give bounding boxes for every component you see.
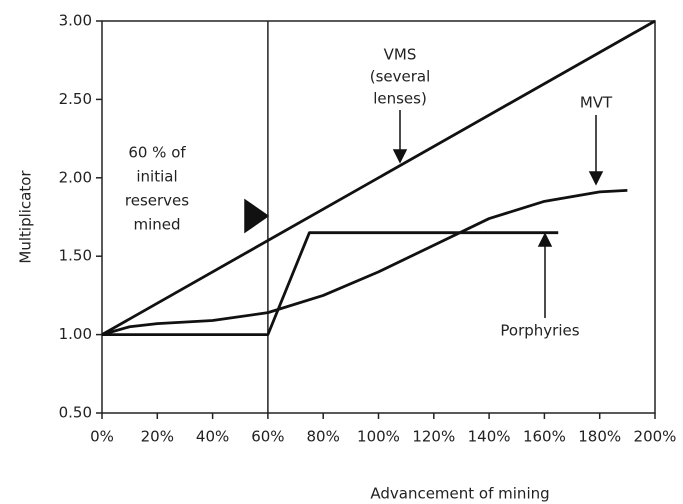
marker-triangle [244,198,270,234]
y-tick-label: 1.50 [59,247,92,265]
x-tick-label: 80% [307,428,340,446]
x-tick-label: 200% [634,428,677,446]
x-tick-label: 180% [578,428,621,446]
x-axis-label: Advancement of mining [370,485,549,503]
y-tick-label: 0.50 [59,404,92,422]
annotation: mined [133,216,180,234]
annotation: Porphyries [500,322,579,340]
annotation: initial [136,168,177,186]
annotation: reserves [125,192,189,210]
series-line [101,19,656,336]
series-line [102,231,559,337]
annotation: VMS [384,46,417,64]
arrow-head [588,171,604,186]
x-tick-label: 20% [141,428,174,446]
y-tick-label: 3.00 [59,12,92,30]
x-tick-label: 60% [251,428,284,446]
arrow-head [537,232,553,247]
y-axis-label: Multiplicator [17,170,35,264]
x-tick-label: 160% [523,428,566,446]
x-tick-label: 100% [357,428,400,446]
x-tick-label: 140% [468,428,511,446]
y-tick-label: 2.50 [59,90,92,108]
series-line [101,188,628,336]
arrows [244,110,604,318]
y-tick-label: 2.00 [59,168,92,186]
arrow-head [392,149,408,164]
x-tick-label: 40% [196,428,229,446]
y-tick-label: 1.00 [59,325,92,343]
annotation: (several [370,68,431,86]
annotation: lenses) [373,90,427,108]
annotation: 60 % of [128,144,186,162]
annotation: MVT [580,94,613,112]
x-tick-label: 0% [90,428,114,446]
x-tick-label: 120% [412,428,455,446]
